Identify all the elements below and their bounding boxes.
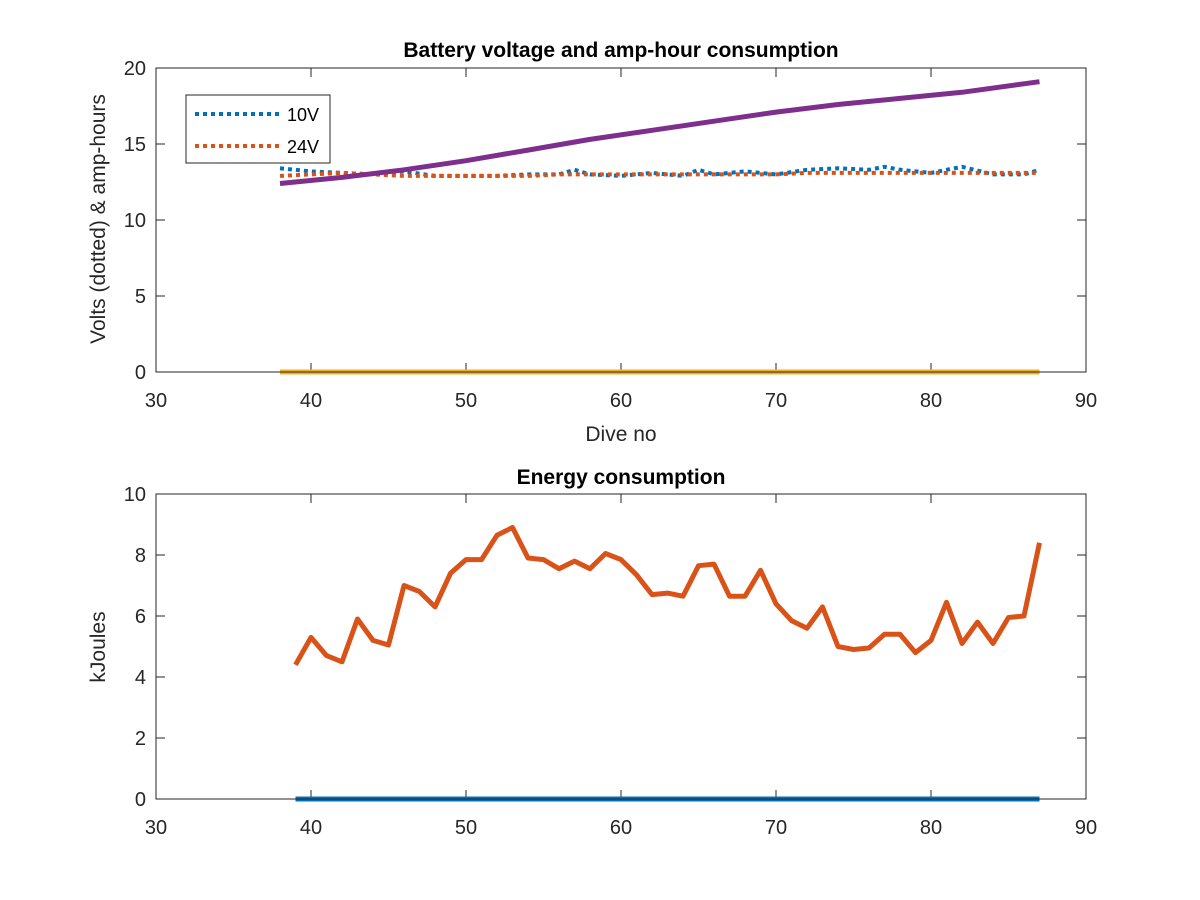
y-tick-label: 5 <box>135 286 146 308</box>
x-tick-label: 60 <box>610 390 632 412</box>
legend-label-24v: 24V <box>287 137 319 157</box>
y-tick-label: 4 <box>135 667 146 689</box>
series-line-2 <box>279 79 1040 186</box>
legend: 10V 24V <box>185 94 331 164</box>
y-tick-label: 10 <box>124 484 146 506</box>
y-tick-label: 8 <box>135 545 146 567</box>
series-line-0 <box>293 525 1042 667</box>
x-tick-label: 70 <box>765 817 787 839</box>
y-tick-label: 20 <box>124 58 146 80</box>
x-tick-label: 80 <box>920 817 942 839</box>
x-tick-label: 90 <box>1075 817 1097 839</box>
y-axis-label: Volts (dotted) & amp-hours <box>87 94 110 344</box>
legend-box <box>185 94 331 164</box>
axis-ticks: 30 40 50 60 70 80 90 0 2 4 6 8 10 <box>124 484 1097 839</box>
x-tick-label: 70 <box>765 390 787 412</box>
legend-label-10v: 10V <box>287 105 319 125</box>
x-tick-label: 40 <box>300 390 322 412</box>
x-tick-label: 50 <box>455 390 477 412</box>
x-tick-label: 30 <box>145 817 167 839</box>
x-tick-label: 90 <box>1075 390 1097 412</box>
y-tick-label: 15 <box>124 134 146 156</box>
chart-title: Battery voltage and amp-hour consumption <box>403 39 838 62</box>
battery-chart: Battery voltage and amp-hour consumption… <box>87 39 1097 446</box>
y-tick-label: 2 <box>135 728 146 750</box>
plot-area <box>155 493 1087 800</box>
y-tick-label: 0 <box>135 789 146 811</box>
y-tick-label: 10 <box>124 210 146 232</box>
axis-ticks: 30 40 50 60 70 80 90 0 5 10 15 20 <box>124 58 1097 412</box>
x-tick-label: 80 <box>920 390 942 412</box>
series-line-24v <box>279 170 1040 178</box>
y-axis-label: kJoules <box>87 611 110 682</box>
x-tick-label: 60 <box>610 817 632 839</box>
series-line-10v <box>279 164 1041 178</box>
y-tick-label: 0 <box>135 362 146 384</box>
energy-chart: Energy consumption kJoules 30 40 50 60 70 80 9… <box>87 466 1097 839</box>
y-tick-label: 6 <box>135 606 146 628</box>
x-tick-label: 30 <box>145 390 167 412</box>
chart-title: Energy consumption <box>517 466 726 489</box>
x-tick-label: 50 <box>455 817 477 839</box>
x-axis-label: Dive no <box>585 423 656 446</box>
x-tick-label: 40 <box>300 817 322 839</box>
plot-area <box>155 67 1087 373</box>
